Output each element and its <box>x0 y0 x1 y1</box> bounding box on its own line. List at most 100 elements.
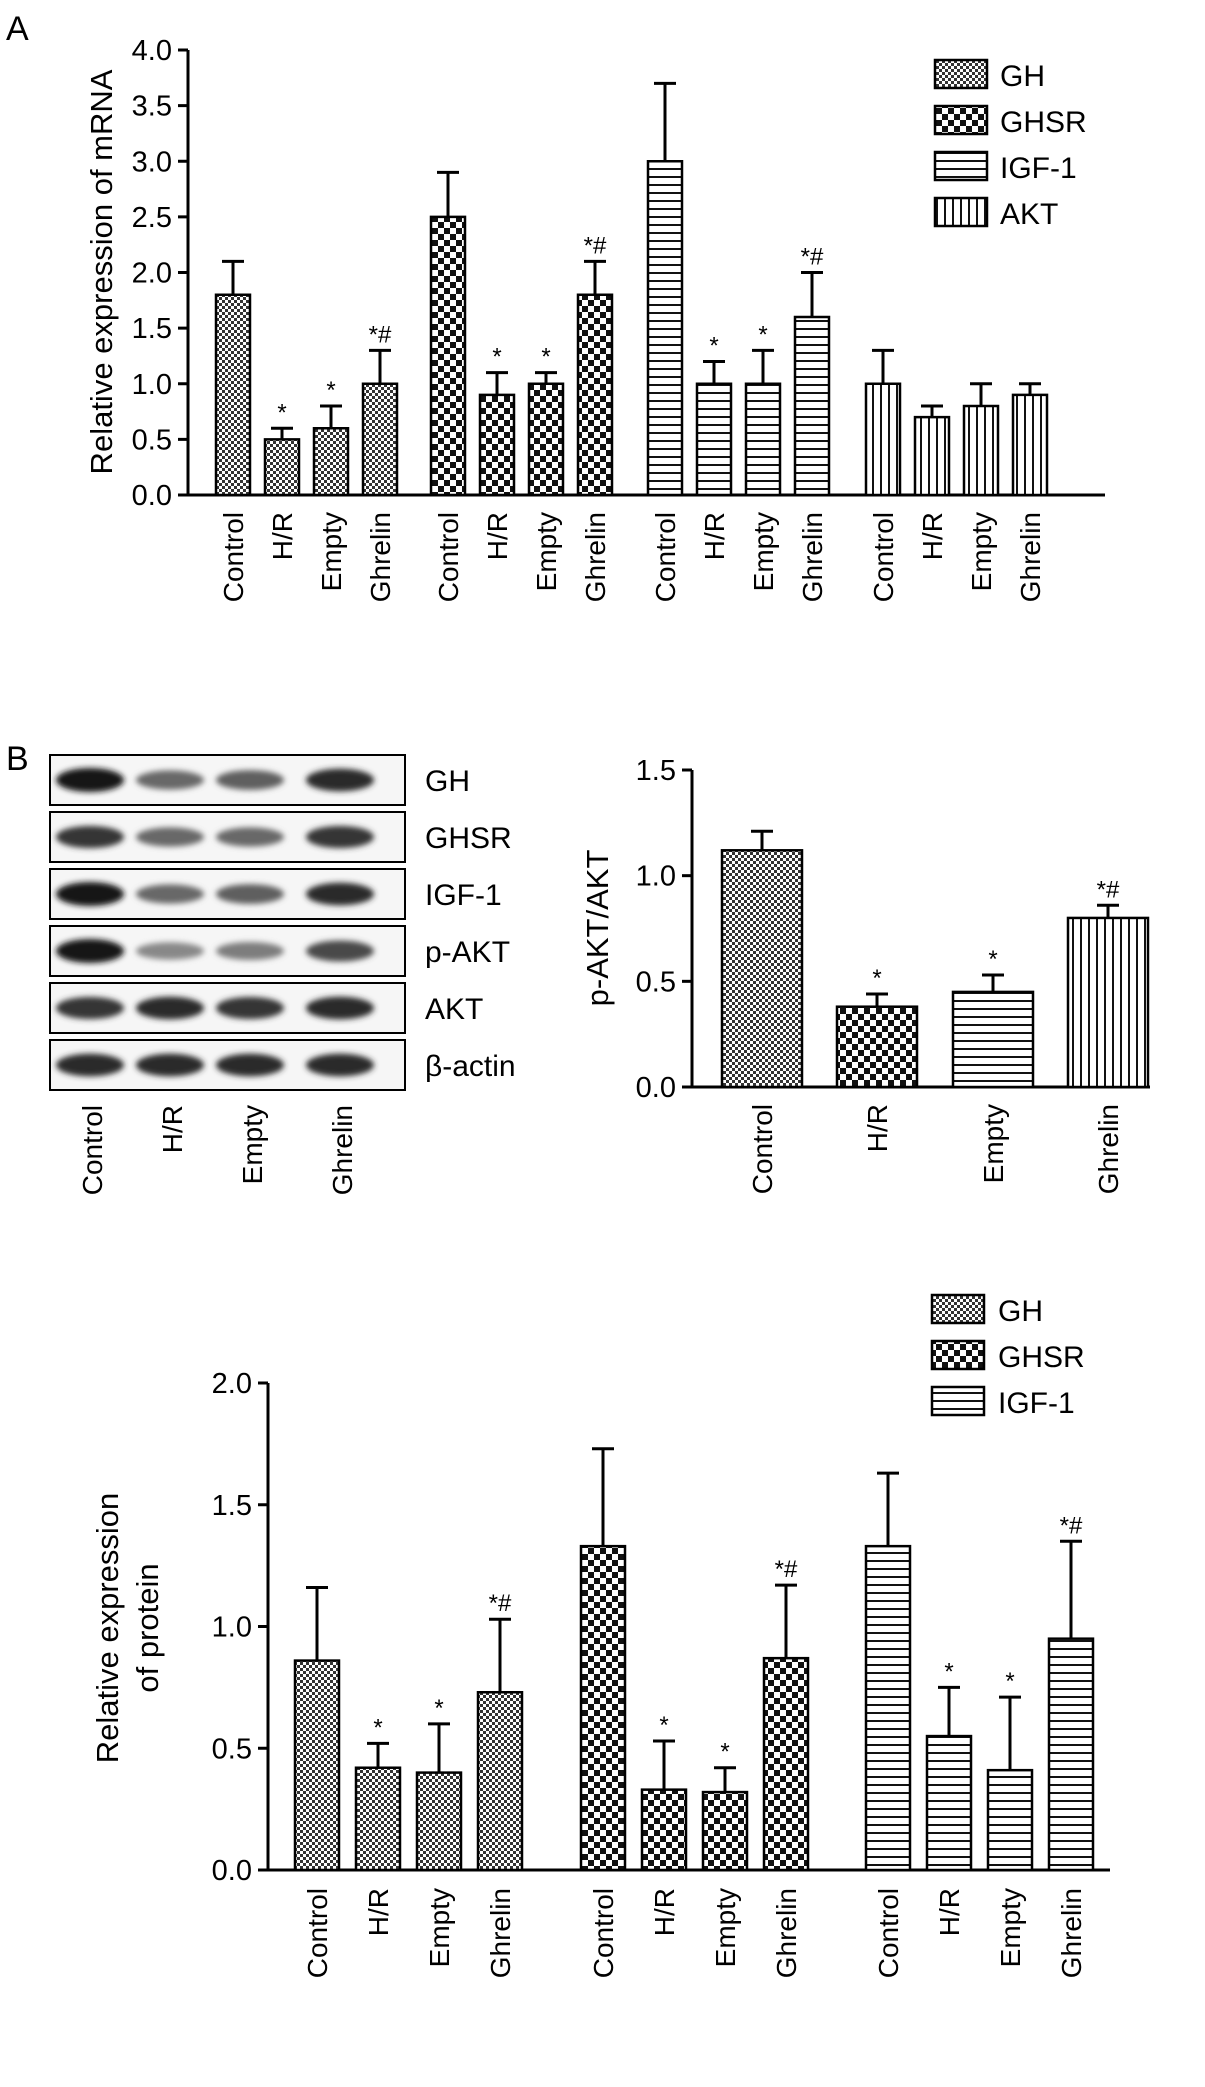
y-tick-label: 1.5 <box>212 1490 252 1522</box>
blot-band-label: IGF-1 <box>425 879 502 912</box>
legend-label: IGF-1 <box>1000 152 1077 185</box>
x-tick-label: H/R <box>267 512 298 560</box>
significance-mark: * <box>872 965 881 992</box>
x-tick-label: Empty <box>978 1104 1009 1183</box>
legend-swatch <box>930 1339 986 1371</box>
bar <box>361 382 399 497</box>
x-tick-label: Ghrelin <box>1015 512 1046 602</box>
y-tick-label: 0.0 <box>212 1855 252 1887</box>
x-tick-label: Ghrelin <box>365 512 396 602</box>
x-tick-label: Control <box>302 1888 333 1978</box>
legend-swatch <box>933 104 989 136</box>
legend-label: GH <box>1000 60 1045 93</box>
blot-band <box>216 884 284 904</box>
blot-band <box>136 996 204 1020</box>
significance-mark: * <box>326 377 335 404</box>
bar <box>864 1544 912 1872</box>
x-tick-label: Ghrelin <box>771 1888 802 1978</box>
x-tick-label: H/R <box>482 512 513 560</box>
x-tick-label: Empty <box>748 512 779 591</box>
legend-label: AKT <box>1000 198 1058 231</box>
bar <box>951 990 1035 1089</box>
significance-mark: * <box>720 1739 729 1766</box>
significance-mark: *# <box>1060 1512 1083 1539</box>
mrna-chart: 0.0 0.5 1.0 1.5 2.0 2.5 3.0 3.5 4.0 Relative expr… <box>84 35 1105 602</box>
blot-band <box>306 825 374 849</box>
bar <box>925 1734 973 1872</box>
x-tick-label: H/R <box>917 512 948 560</box>
bar <box>913 415 951 497</box>
significance-mark: * <box>944 1658 953 1685</box>
y-axis-title: p-AKT/AKT <box>580 850 615 1007</box>
x-tick-label: Empty <box>966 512 997 591</box>
bar <box>293 1659 341 1872</box>
y-tick-label: 3.5 <box>132 91 172 123</box>
legend-swatch <box>930 1385 986 1417</box>
blot-band <box>216 942 284 960</box>
y-tick-label: 0.0 <box>636 1072 676 1104</box>
protein-chart: 0.0 0.5 1.0 1.5 2.0 Relative expression of pro… <box>90 1293 1110 1978</box>
x-tick-label: Ghrelin <box>1056 1888 1087 1978</box>
blot-band <box>306 940 374 962</box>
bar <box>478 393 516 497</box>
legend-swatch <box>933 150 989 182</box>
x-tick-label: Control <box>873 1888 904 1978</box>
x-tick-label: Empty <box>531 512 562 591</box>
legend-swatch <box>933 196 989 228</box>
blot-band <box>136 884 204 904</box>
y-axis-title: Relative expression of mRNA <box>84 69 119 474</box>
panel-label-b: B <box>6 740 29 778</box>
blot-band <box>306 882 374 906</box>
blot-band <box>216 770 284 790</box>
significance-mark: * <box>492 344 501 371</box>
y-tick-label: 2.5 <box>132 202 172 234</box>
blot-band <box>56 939 124 963</box>
x-tick-label: Ghrelin <box>485 1888 516 1978</box>
x-tick-label: Empty <box>237 1105 268 1184</box>
significance-mark: * <box>434 1695 443 1722</box>
x-tick-label: Control <box>77 1105 108 1195</box>
x-tick-label: H/R <box>699 512 730 560</box>
bar <box>646 160 684 497</box>
significance-mark: * <box>373 1714 382 1741</box>
x-tick-label: Empty <box>316 512 347 591</box>
legend-label: GHSR <box>998 1341 1085 1374</box>
x-tick-label: Control <box>650 512 681 602</box>
bar <box>695 382 733 497</box>
bar <box>476 1690 524 1872</box>
blot-band-label: p-AKT <box>425 936 510 969</box>
pakt-chart: 0.0 0.5 1.0 1.5 p-AKT/AKT Control * H/R * Empty *#… <box>580 755 1150 1194</box>
y-tick-label: 1.0 <box>636 861 676 893</box>
significance-mark: * <box>709 333 718 360</box>
bar <box>744 382 782 497</box>
legend-label: GHSR <box>1000 106 1087 139</box>
legend-label: GH <box>998 1295 1043 1328</box>
bar <box>864 382 902 497</box>
bar <box>354 1766 402 1872</box>
y-tick-label: 1.0 <box>212 1612 252 1644</box>
bar <box>312 427 350 497</box>
panel-label-a: A <box>6 10 29 48</box>
x-tick-label: Ghrelin <box>580 512 611 602</box>
significance-mark: *# <box>801 244 824 271</box>
significance-mark: *# <box>1097 876 1120 903</box>
x-tick-label: Empty <box>710 1888 741 1967</box>
significance-mark: * <box>541 344 550 371</box>
y-tick-label: 2.0 <box>212 1368 252 1400</box>
bar <box>762 1656 810 1872</box>
significance-mark: * <box>758 321 767 348</box>
bar <box>1011 393 1049 497</box>
bar <box>986 1768 1034 1872</box>
y-tick-label: 0.5 <box>636 966 676 998</box>
bar <box>263 438 301 497</box>
blot-band <box>136 827 204 847</box>
significance-mark: * <box>277 399 286 426</box>
bar <box>415 1771 463 1872</box>
blot-band <box>136 1053 204 1077</box>
legend-swatch <box>933 58 989 90</box>
bar <box>214 293 252 497</box>
y-tick-label: 1.5 <box>132 313 172 345</box>
x-tick-label: Empty <box>995 1888 1026 1967</box>
blot-band <box>306 996 374 1020</box>
